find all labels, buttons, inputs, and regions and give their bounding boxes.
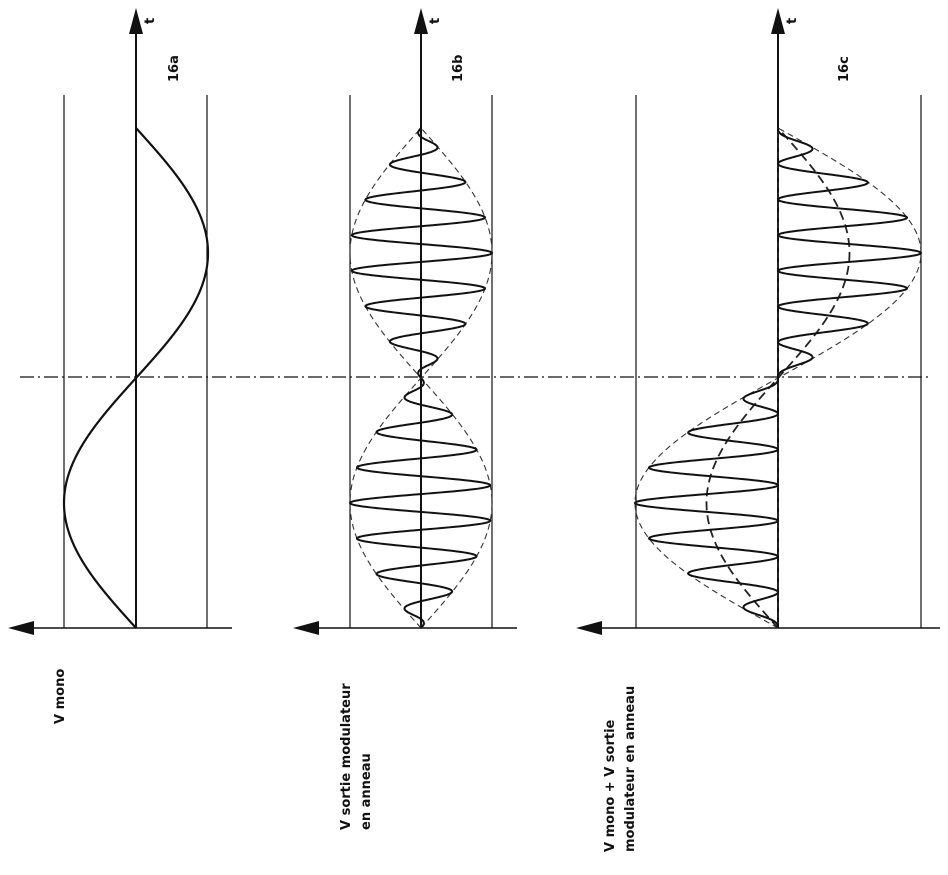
panel-label-16a: 16a (167, 55, 182, 82)
mono-signal-curve (62, 127, 210, 629)
value-arrow-16a (8, 621, 34, 635)
time-label-16a: t (143, 18, 158, 24)
y-label-16c-line2: modulateur en anneau (623, 686, 638, 852)
value-arrow-16c (576, 621, 602, 635)
panel-label-16c: 16c (837, 56, 852, 82)
time-arrow-16a (129, 8, 143, 34)
ring-modulator-curve (348, 127, 494, 629)
y-label-16a-line1: V mono (53, 669, 68, 724)
sum-signal-curve (633, 128, 923, 628)
time-arrow-16c (771, 8, 785, 34)
y-label-16b-line1: V sortie modulateur (339, 683, 354, 830)
y-label-16b-line2: en anneau (359, 753, 374, 830)
panel-16a: t 16a V mono (8, 8, 232, 724)
time-arrow-16b (414, 8, 428, 34)
time-label-16c: t (785, 18, 800, 24)
y-label-16c-line1: V mono + V sortie (603, 719, 618, 852)
panel-16c: t 16c V mono + V sortie modulateur en an… (576, 8, 940, 852)
panel-label-16b: 16b (451, 55, 466, 82)
time-label-16b: t (428, 18, 443, 24)
panel-16b: t 16b V sortie modulateur en anneau (293, 8, 517, 830)
value-arrow-16b (293, 621, 319, 635)
